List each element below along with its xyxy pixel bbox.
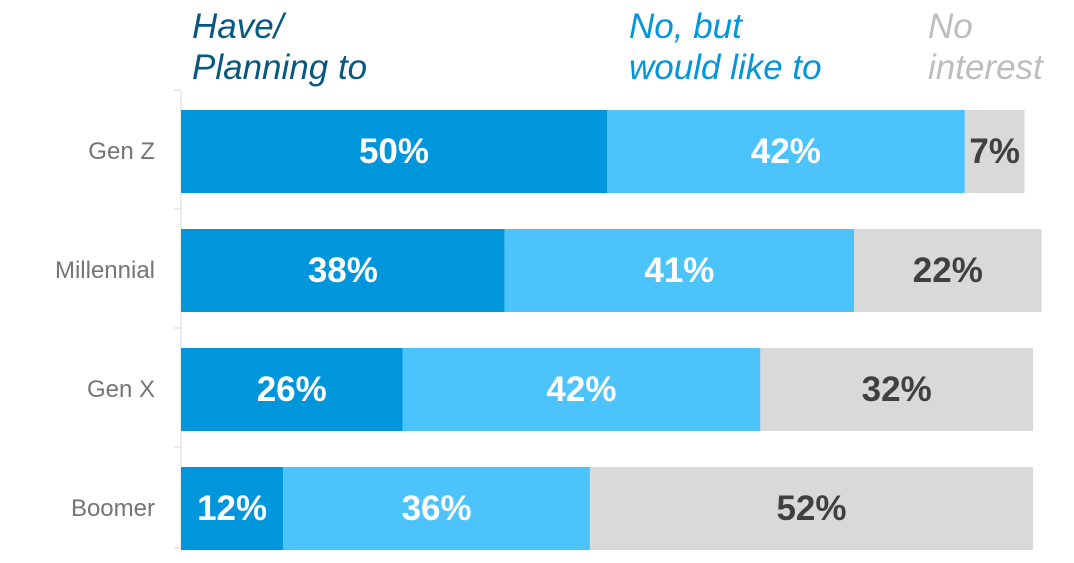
- bar-segment: [181, 467, 284, 550]
- bar-segment: [402, 348, 761, 431]
- data-label: 38%: [308, 251, 378, 290]
- legend-label-would-like-to: No, but would like to: [629, 7, 822, 87]
- bar-segment: [854, 229, 1042, 312]
- data-label: 52%: [776, 489, 846, 528]
- data-label: 7%: [969, 132, 1020, 171]
- category-label: Gen Z: [88, 138, 155, 165]
- data-label: 32%: [862, 370, 932, 409]
- bar-segment: [283, 467, 590, 550]
- category-label: Millennial: [55, 257, 155, 284]
- legend-label-have-planning: Have/ Planning to: [192, 7, 368, 87]
- bar-segment: [504, 229, 855, 312]
- bar-segment: [760, 348, 1033, 431]
- data-label: 22%: [913, 251, 983, 290]
- data-label: 26%: [257, 370, 327, 409]
- category-label: Gen X: [87, 376, 155, 403]
- bar-segment: [181, 229, 505, 312]
- bar-segment: [589, 467, 1033, 550]
- bar-segment: [181, 348, 403, 431]
- bar-segment: [607, 110, 965, 193]
- data-label: 42%: [751, 132, 821, 171]
- data-label: 41%: [644, 251, 714, 290]
- bar-segment: [181, 110, 607, 193]
- category-label: Boomer: [71, 495, 155, 522]
- data-label: 50%: [359, 132, 429, 171]
- legend-label-no-interest: No interest: [928, 7, 1043, 87]
- data-label: 36%: [402, 489, 472, 528]
- data-label: 12%: [197, 489, 267, 528]
- data-label: 42%: [546, 370, 616, 409]
- bar-segment: [964, 110, 1025, 193]
